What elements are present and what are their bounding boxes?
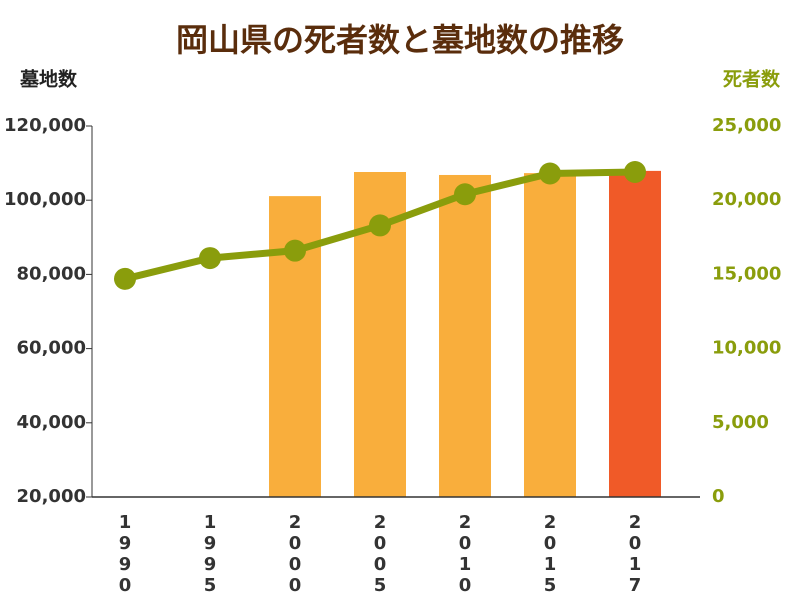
chart-title: 岡山県の死者数と墓地数の推移	[176, 21, 624, 59]
line-marker	[114, 267, 136, 290]
y-axis-title: 墓地数	[19, 68, 78, 91]
x-tick-label: 1995	[200, 512, 221, 596]
line-marker	[454, 183, 476, 206]
line-marker	[624, 161, 646, 184]
y2-tick-label: 0	[712, 486, 725, 507]
y2-tick-label: 10,000	[712, 338, 781, 359]
x-tick-label: 2015	[540, 512, 561, 596]
x-tick-label: 2010	[455, 512, 476, 596]
bar	[524, 173, 576, 497]
line-marker	[284, 239, 306, 262]
bar	[609, 170, 661, 498]
y2-axis-title: 死者数	[723, 68, 781, 91]
y2-tick-label: 15,000	[712, 263, 781, 284]
y-tick-label: 80,000	[17, 263, 86, 284]
line-marker	[369, 214, 391, 237]
y2-tick-label: 25,000	[712, 115, 781, 136]
x-tick-label: 2000	[285, 512, 306, 596]
y-tick-label: 60,000	[17, 338, 86, 359]
y-tick-label: 120,000	[4, 115, 86, 136]
y-tick-label: 20,000	[17, 486, 86, 507]
y2-tick-label: 5,000	[712, 412, 769, 433]
x-tick-label: 2005	[370, 512, 391, 596]
line-marker	[199, 247, 221, 270]
y2-tick-label: 20,000	[712, 189, 781, 210]
bar	[439, 174, 491, 498]
y-tick-label: 40,000	[17, 412, 86, 433]
y-tick-label: 100,000	[4, 189, 86, 210]
x-tick-label: 2017	[625, 512, 646, 596]
x-tick-label: 1990	[115, 512, 136, 596]
line-marker	[539, 162, 561, 185]
